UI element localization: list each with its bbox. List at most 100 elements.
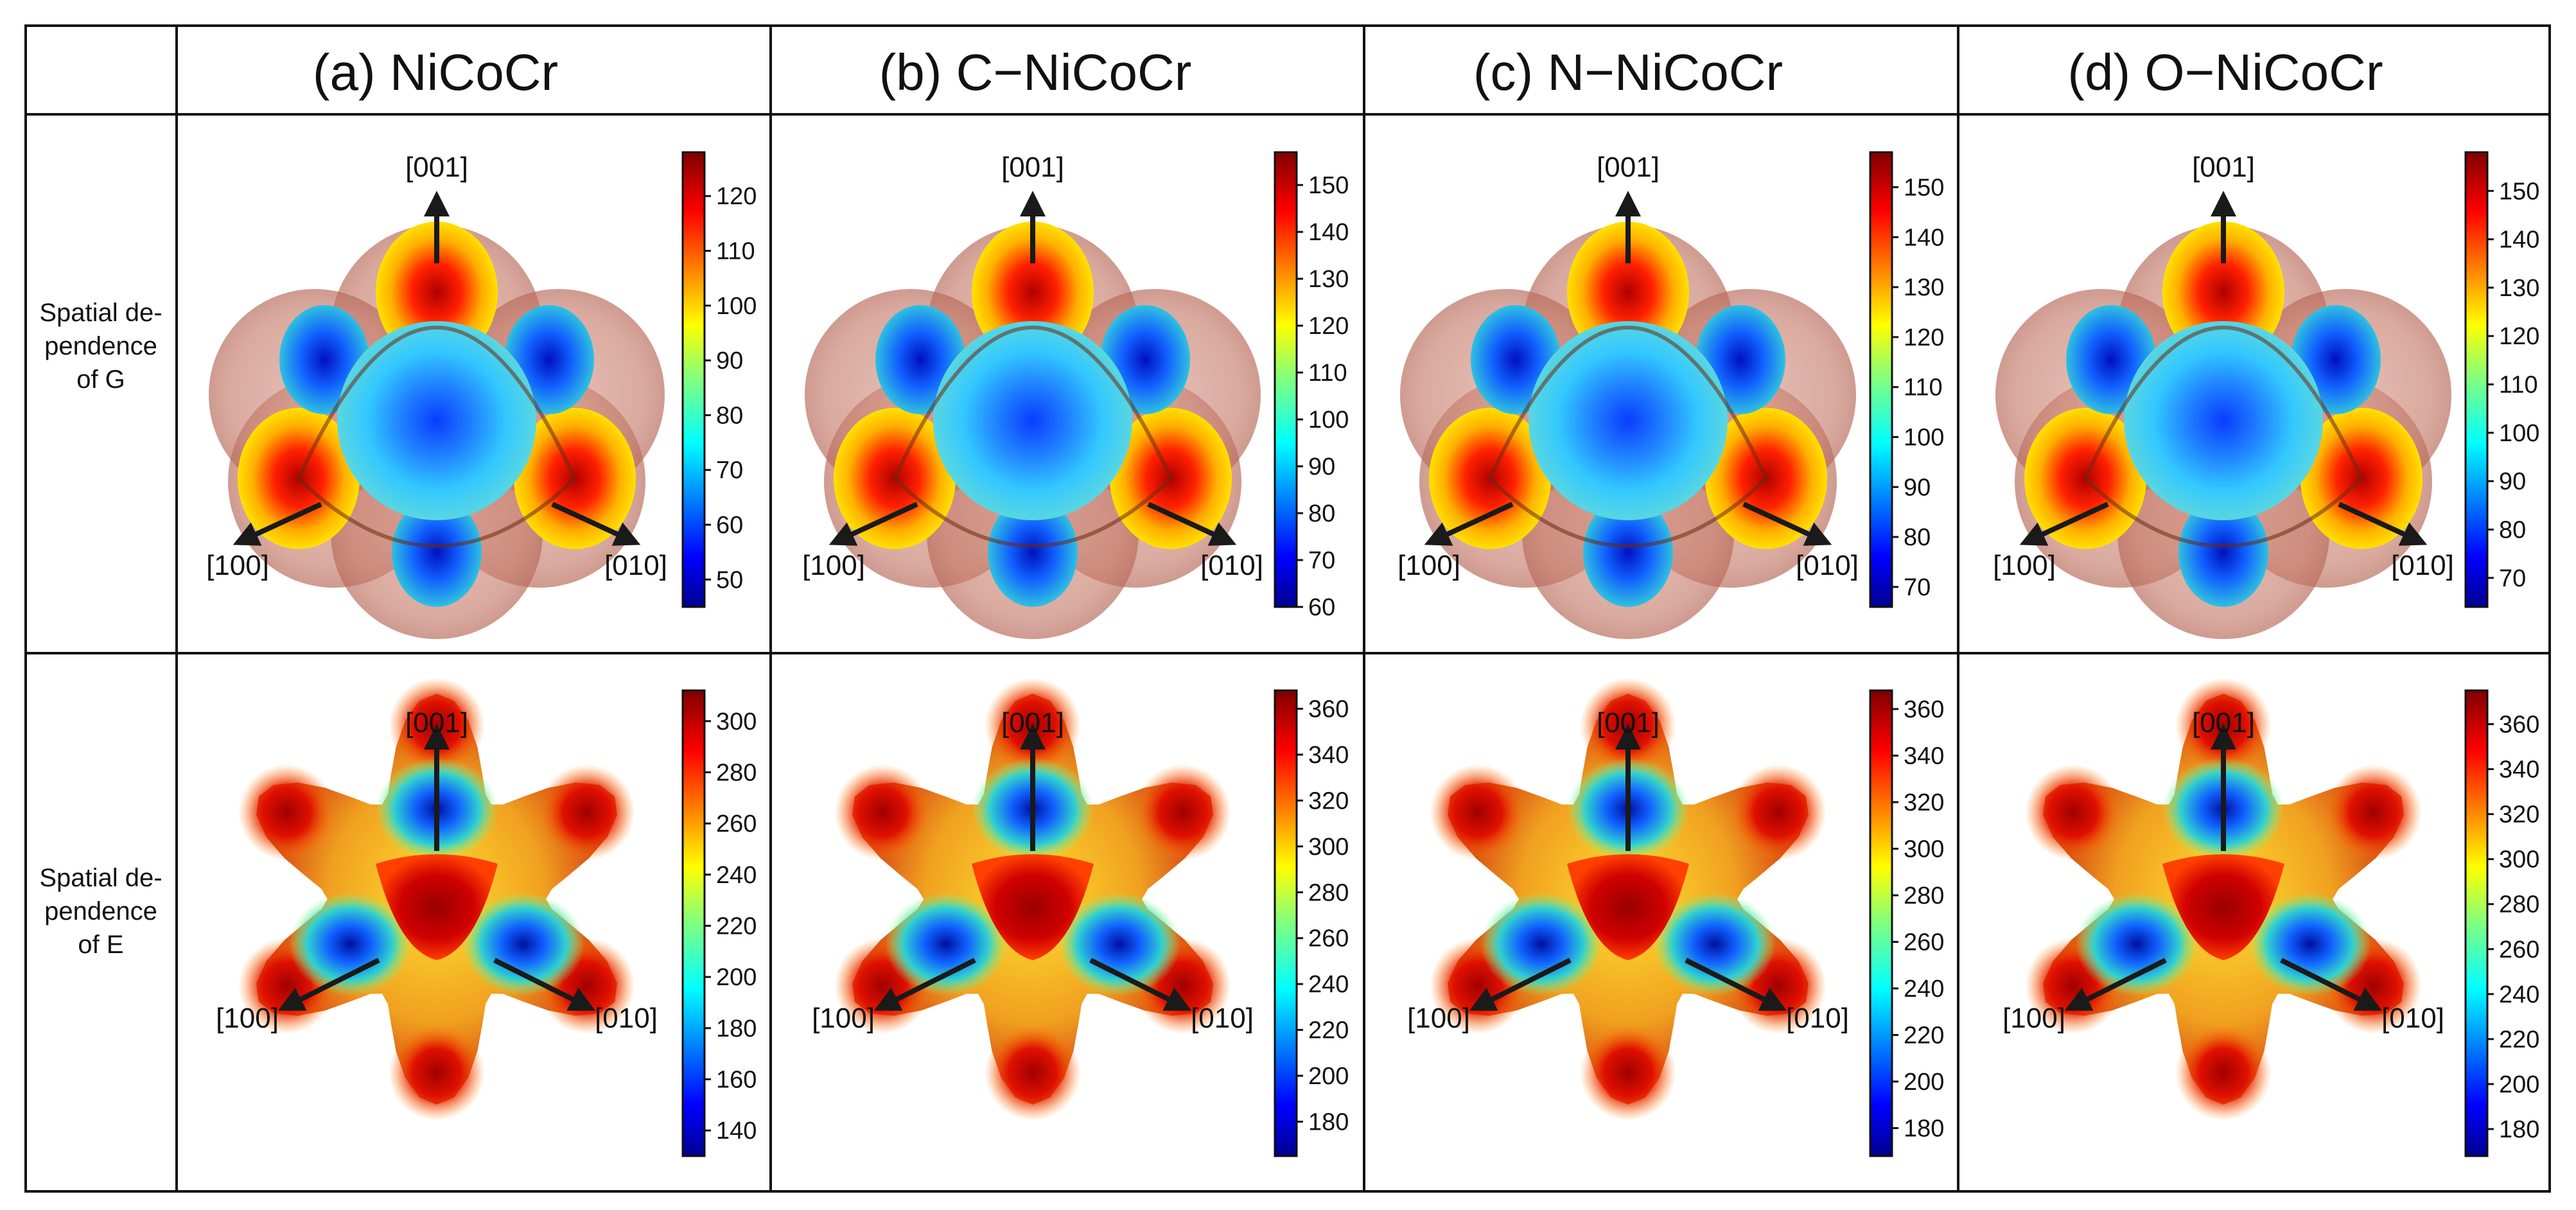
low-lobe <box>392 498 482 607</box>
colorbar-tick-label: 300 <box>716 708 757 735</box>
axis-arrow-010 <box>2338 502 2428 546</box>
high-tip <box>389 1024 485 1121</box>
axis-label-010: [010] <box>2391 550 2454 581</box>
colorbar-tick-label: 140 <box>1904 224 1944 251</box>
colorbar-tick-label: 260 <box>2499 936 2539 963</box>
colorbar-tick-label: 340 <box>1904 743 1944 770</box>
center-maximum <box>2162 854 2284 960</box>
center-maximum <box>972 854 1094 960</box>
row-label-e-line-3: of E <box>78 931 123 959</box>
g-colorbar-1: 150 140 130 120 110 100 90 80 70 60 <box>1274 151 1349 621</box>
high-tip <box>2175 1024 2272 1121</box>
axis-label-001: [001] <box>1001 707 1064 739</box>
axis-arrow-010 <box>1089 958 1192 1011</box>
colorbar-tick-label: 80 <box>1308 500 1335 527</box>
colorbar-tick-label: 130 <box>1904 274 1944 301</box>
column-title-d: (d) O−NiCoCr <box>2067 44 2383 101</box>
colorbar-gradient <box>2464 689 2489 1157</box>
colorbar-tick-label: 150 <box>1904 174 1944 201</box>
high-tip <box>1580 1024 1676 1121</box>
colorbar-tick-label: 100 <box>716 293 757 320</box>
colorbar-tick-label: 180 <box>1904 1116 1944 1143</box>
colorbar-tick-label: 300 <box>1904 836 1944 863</box>
axis-arrow-010 <box>493 958 596 1011</box>
youngs-modulus-surface-a: [001] [100] [010] <box>216 678 658 1121</box>
e-colorbar-1: 360 340 320 300 280 260 240 220 200 180 <box>1274 689 1349 1157</box>
row-label-g-line-3: of G <box>76 365 125 394</box>
colorbar-tick-label: 340 <box>2499 757 2539 784</box>
axis-label-100: [100] <box>812 1003 875 1034</box>
colorbar-tick-label: 140 <box>716 1118 757 1144</box>
colorbar-tick-label: 180 <box>1308 1109 1349 1135</box>
axis-arrow-100 <box>277 958 380 1011</box>
colorbar-tick-label: 300 <box>1308 834 1349 861</box>
colorbar-tick-label: 150 <box>2499 178 2539 205</box>
axis-label-010: [010] <box>2381 1003 2444 1034</box>
youngs-modulus-surface-c: [001] [100] [010] <box>1407 678 1849 1121</box>
axis-label-100: [100] <box>206 550 269 581</box>
colorbar-tick-label: 120 <box>716 183 757 210</box>
axis-label-010: [010] <box>1786 1003 1849 1034</box>
colorbar-tick-label: 90 <box>1904 474 1931 501</box>
colorbar-tick-label: 300 <box>2499 846 2539 873</box>
axis-arrow-010 <box>2280 958 2383 1011</box>
colorbar-tick-label: 200 <box>2499 1071 2539 1098</box>
high-tip <box>1134 764 1231 861</box>
axis-label-001: [001] <box>2192 707 2255 739</box>
colorbar-tick-label: 90 <box>1308 453 1335 480</box>
colorbar-tick-label: 280 <box>1308 879 1349 906</box>
center-maximum <box>1567 854 1689 960</box>
high-tip <box>985 1024 1081 1121</box>
row-label-g-line-2: pendence <box>44 332 157 360</box>
colorbar-tick-label: 100 <box>2499 420 2539 447</box>
axis-arrow-100 <box>828 502 918 546</box>
colorbar-tick-label: 100 <box>1904 424 1944 451</box>
colorbar-tick-label: 260 <box>716 811 757 837</box>
low-region <box>462 893 584 995</box>
colorbar-tick-label: 100 <box>1308 407 1349 434</box>
colorbar-tick-label: 280 <box>2499 891 2539 918</box>
colorbar-gradient <box>1274 151 1298 608</box>
colorbar-tick-label: 90 <box>2499 468 2526 495</box>
low-region <box>1654 893 1776 995</box>
e-colorbar-2: 360 340 320 300 280 260 240 220 200 180 <box>1869 689 1944 1157</box>
colorbar-tick-label: 70 <box>2499 565 2526 592</box>
colorbar-tick-label: 70 <box>716 457 743 484</box>
axis-label-100: [100] <box>2002 1003 2065 1034</box>
youngs-modulus-surface-d: [001] [100] [010] <box>2002 678 2444 1121</box>
high-tip <box>2025 764 2122 861</box>
colorbar-tick-label: 80 <box>716 402 743 429</box>
colorbar-tick-label: 150 <box>1308 172 1349 199</box>
colorbar-tick-label: 160 <box>716 1066 757 1093</box>
colorbar-tick-label: 50 <box>716 566 743 593</box>
high-tip <box>2325 764 2422 861</box>
axis-label-010: [010] <box>1796 550 1859 581</box>
colorbar-tick-label: 140 <box>2499 227 2539 254</box>
colorbar-tick-label: 130 <box>2499 275 2539 302</box>
colorbar-tick-label: 200 <box>716 964 757 991</box>
axis-arrow-100 <box>1424 502 1514 546</box>
row-label-e-line-1: Spatial de- <box>39 864 162 892</box>
axis-arrow-100 <box>232 502 322 546</box>
colorbar-tick-label: 110 <box>1308 360 1347 387</box>
colorbar-tick-label: 180 <box>2499 1116 2539 1143</box>
e-colorbar-3: 360 340 320 300 280 260 240 220 200 180 <box>2464 689 2539 1157</box>
colorbar-tick-label: 90 <box>716 347 743 374</box>
column-title-b: (b) C−NiCoCr <box>879 44 1192 101</box>
colorbar-tick-label: 280 <box>716 759 757 786</box>
axis-label-100: [100] <box>1398 550 1460 581</box>
center-minimum <box>1529 321 1728 520</box>
colorbar-gradient <box>681 689 706 1157</box>
center-minimum <box>337 321 536 520</box>
colorbar-tick-label: 120 <box>1308 313 1349 340</box>
colorbar-tick-label: 80 <box>1904 524 1931 551</box>
colorbar-tick-label: 260 <box>1308 925 1349 952</box>
axis-arrow-010 <box>551 502 641 546</box>
low-lobe <box>2178 498 2268 607</box>
low-region <box>2249 893 2371 995</box>
axis-arrow-100 <box>2019 502 2109 546</box>
axis-label-100: [100] <box>1993 550 2056 581</box>
low-region <box>885 893 1007 995</box>
center-minimum <box>933 321 1132 520</box>
